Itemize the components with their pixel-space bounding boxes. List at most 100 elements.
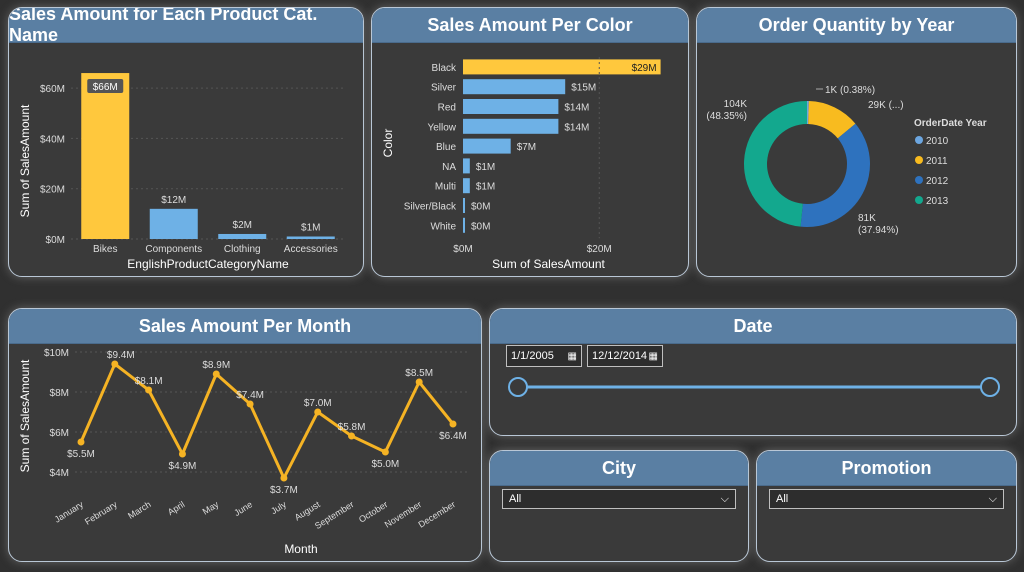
y-tick-label: $60M xyxy=(40,84,65,95)
data-label: $14M xyxy=(564,122,589,133)
donut-slice xyxy=(743,101,807,227)
end-date-value: 12/12/2014 xyxy=(592,350,648,362)
data-label: $0M xyxy=(471,202,490,213)
y-tick-label: Red xyxy=(438,103,456,114)
y-axis-label: Color xyxy=(381,129,395,158)
date-range-slider[interactable] xyxy=(490,371,1016,431)
x-tick-label: $20M xyxy=(587,244,612,255)
data-point xyxy=(348,432,356,440)
slider-start-handle[interactable] xyxy=(508,377,528,397)
date-slicer-title: Date xyxy=(490,309,1016,344)
slice-label: 104K (48.35%) xyxy=(706,99,747,122)
x-tick-label: April xyxy=(166,499,187,517)
city-slicer-title: City xyxy=(490,451,748,486)
y-tick-label: Multi xyxy=(435,182,456,193)
data-point xyxy=(178,450,186,458)
data-point xyxy=(449,420,457,428)
promotion-slicer-card: Promotion All ⌵ xyxy=(756,450,1017,562)
data-label: $15M xyxy=(571,83,596,94)
x-axis-label: Month xyxy=(284,542,317,556)
data-point xyxy=(280,474,288,482)
legend-item: 2012 xyxy=(926,176,949,187)
x-tick-label: Clothing xyxy=(224,244,261,255)
data-label: $4.9M xyxy=(169,461,197,472)
legend-marker xyxy=(915,176,923,184)
chevron-down-icon[interactable]: ⌵ xyxy=(988,492,997,505)
data-label: $29M xyxy=(632,63,657,74)
y-tick-label: Yellow xyxy=(427,122,456,133)
y-tick-label: White xyxy=(430,221,456,232)
bar xyxy=(463,99,559,114)
data-point xyxy=(77,438,85,446)
month-chart-title: Sales Amount Per Month xyxy=(9,309,481,344)
chevron-down-icon[interactable]: ⌵ xyxy=(720,492,729,505)
promotion-dropdown[interactable]: All ⌵ xyxy=(769,489,1004,509)
x-tick-label: February xyxy=(83,499,119,527)
data-point xyxy=(145,386,153,394)
data-label: $5.8M xyxy=(338,422,366,433)
data-label: $8.5M xyxy=(405,368,433,379)
data-point xyxy=(246,400,254,408)
donut-slice xyxy=(807,101,809,125)
y-tick-label: Silver xyxy=(431,83,457,94)
data-label: $7.4M xyxy=(236,390,264,401)
legend-marker xyxy=(915,156,923,164)
color-chart-title: Sales Amount Per Color xyxy=(372,8,688,43)
data-label: $12M xyxy=(161,195,186,206)
data-point xyxy=(415,378,423,386)
bar xyxy=(218,233,267,239)
data-label: $9.4M xyxy=(107,350,135,361)
y-tick-label: $8M xyxy=(50,388,69,399)
data-label: $8.1M xyxy=(135,376,163,387)
bar xyxy=(463,198,465,213)
x-tick-label: May xyxy=(201,499,221,517)
x-tick-label: July xyxy=(269,499,288,516)
y-tick-label: Blue xyxy=(436,142,456,153)
bar xyxy=(81,73,130,239)
bar xyxy=(463,158,470,174)
data-point xyxy=(212,370,220,378)
data-point xyxy=(314,408,322,416)
data-label: $66M xyxy=(93,82,118,93)
year-chart-card: Order Quantity by Year 1K (0.38%) 29K (..… xyxy=(696,7,1017,277)
city-dropdown[interactable]: All ⌵ xyxy=(502,489,736,509)
y-tick-label: $6M xyxy=(50,428,69,439)
city-dropdown-value: All xyxy=(509,493,522,505)
data-label: $6.4M xyxy=(439,431,467,442)
color-chart-card: Sales Amount Per Color Black $29M Silver $1… xyxy=(371,7,689,277)
start-date-input[interactable]: 1/1/2005 ▦ xyxy=(506,345,582,367)
year-chart-title: Order Quantity by Year xyxy=(697,8,1016,43)
donut-slice xyxy=(800,123,870,227)
slice-label: 1K (0.38%) xyxy=(825,85,875,96)
donut-slice xyxy=(808,101,856,139)
promotion-dropdown-value: All xyxy=(776,493,789,505)
data-point xyxy=(381,448,389,456)
y-tick-label: NA xyxy=(442,162,456,173)
bar xyxy=(463,138,511,154)
category-chart-title: Sales Amount for Each Product Cat. Name xyxy=(9,8,363,45)
y-tick-label: $20M xyxy=(40,185,65,196)
calendar-icon[interactable]: ▦ xyxy=(648,350,658,362)
color-bar-chart: Black $29M Silver $15M Red $14M Yellow $14M Blue… xyxy=(381,57,661,271)
data-label: $14M xyxy=(564,103,589,114)
y-tick-label: Black xyxy=(432,63,457,74)
data-label: $5.5M xyxy=(67,449,95,460)
legend-item: 2011 xyxy=(926,156,948,167)
slice-label: 81K (37.94%) xyxy=(858,213,899,236)
data-label: $7.0M xyxy=(304,398,332,409)
end-date-input[interactable]: 12/12/2014 ▦ xyxy=(587,345,663,367)
x-tick-label: Components xyxy=(145,244,202,255)
category-chart-card: Sales Amount for Each Product Cat. Name … xyxy=(8,7,364,277)
y-tick-label: $0M xyxy=(46,235,65,246)
legend-item: 2013 xyxy=(926,196,949,207)
slider-end-handle[interactable] xyxy=(980,377,1000,397)
bar xyxy=(463,59,661,75)
data-label: $7M xyxy=(517,142,536,153)
data-point xyxy=(111,360,119,368)
promotion-slicer-title: Promotion xyxy=(757,451,1016,486)
calendar-icon[interactable]: ▦ xyxy=(567,350,577,362)
data-label: $1M xyxy=(301,222,320,233)
legend-marker xyxy=(915,196,923,204)
x-tick-label: Accessories xyxy=(284,244,338,255)
y-tick-label: Silver/Black xyxy=(404,202,457,213)
